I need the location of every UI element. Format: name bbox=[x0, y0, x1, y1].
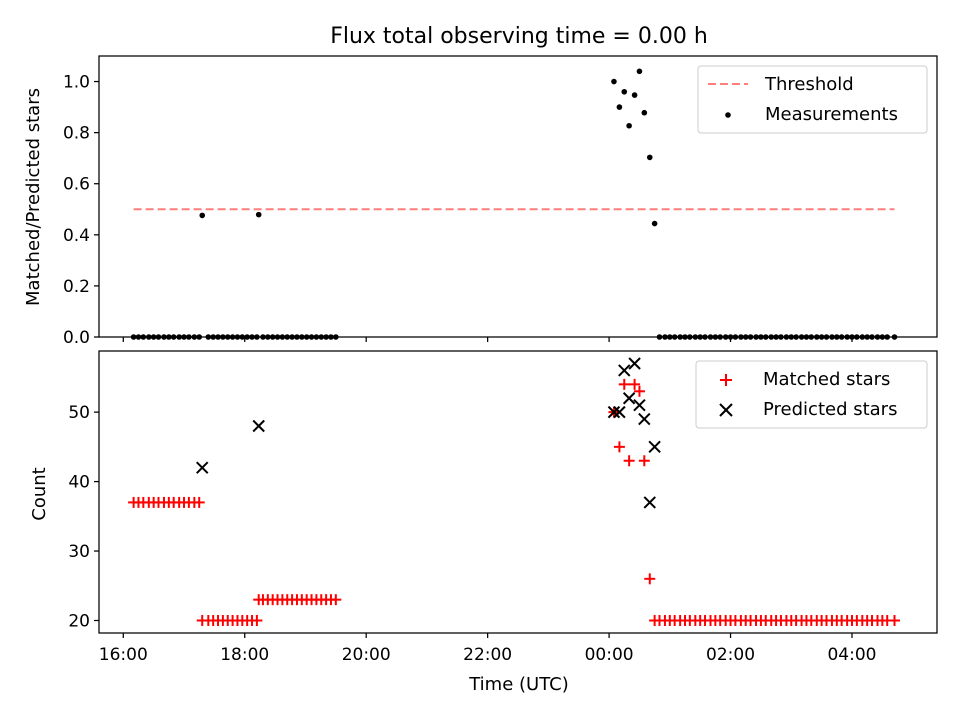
threshold-legend-label: Threshold bbox=[764, 74, 854, 95]
matched-star-point bbox=[330, 594, 342, 606]
x-tick-label: 04:00 bbox=[827, 645, 876, 665]
predicted-star-point bbox=[252, 419, 265, 433]
bottom-y-axis-label: Count bbox=[29, 467, 50, 520]
predicted-star-point bbox=[648, 440, 661, 454]
predicted-star-point bbox=[643, 496, 656, 509]
top-y-axis-label: Matched/Predicted stars bbox=[23, 88, 44, 306]
predicted-star-point bbox=[618, 364, 631, 377]
matched-legend-label: Matched stars bbox=[763, 369, 890, 390]
bottom-legend: Matched stars Predicted stars bbox=[695, 360, 928, 429]
measurement-point bbox=[199, 212, 206, 219]
bottom-y-tick-label: 40 bbox=[68, 473, 90, 493]
predicted-star-point bbox=[638, 412, 651, 426]
measurement-point bbox=[616, 104, 623, 110]
matched-star-point bbox=[623, 455, 635, 467]
matched-star-point bbox=[638, 455, 650, 467]
measurement-point bbox=[641, 109, 648, 116]
top-y-tick-label: 0.0 bbox=[63, 328, 90, 348]
x-tick-label: 00:00 bbox=[585, 645, 634, 665]
x-tick-label: 18:00 bbox=[220, 645, 269, 665]
matched-star-point bbox=[193, 496, 205, 508]
measurements-legend-label: Measurements bbox=[765, 104, 898, 125]
bottom-y-tick-label: 30 bbox=[68, 542, 90, 562]
predicted-star-point bbox=[633, 398, 646, 412]
bottom-panel: 20 30 40 50 16:00 18:00 20:00 22:00 00:00 02:00 04… bbox=[29, 350, 938, 695]
measurement-point bbox=[631, 92, 638, 98]
top-y-tick-label: 0.6 bbox=[63, 175, 90, 195]
x-tick-label: 22:00 bbox=[463, 645, 512, 665]
measurement-point bbox=[255, 211, 262, 218]
matched-star-point bbox=[251, 614, 263, 626]
matched-star-point bbox=[644, 573, 656, 585]
matched-legend-marker bbox=[720, 374, 732, 386]
top-y-tick-label: 0.8 bbox=[63, 124, 90, 144]
measurement-point bbox=[636, 68, 643, 75]
measurement-point bbox=[621, 88, 628, 95]
predicted-legend-label: Predicted stars bbox=[763, 399, 897, 420]
matched-star-point bbox=[629, 378, 641, 390]
predicted-star-point bbox=[607, 405, 621, 419]
predicted-legend-marker bbox=[719, 403, 733, 417]
chart-title: Flux total observing time = 0.00 h bbox=[330, 24, 708, 49]
matched-star-point bbox=[633, 385, 645, 397]
predicted-star-point bbox=[613, 405, 626, 419]
x-tick-label: 16:00 bbox=[99, 645, 148, 665]
measurement-point bbox=[626, 122, 632, 129]
x-tick-label: 20:00 bbox=[342, 645, 391, 665]
measurement-point bbox=[611, 78, 617, 85]
measurements-legend-marker bbox=[725, 112, 731, 118]
top-y-tick-label: 0.2 bbox=[63, 277, 90, 297]
predicted-star-point bbox=[622, 392, 636, 405]
top-y-tick-label: 1.0 bbox=[63, 73, 90, 93]
matched-star-point bbox=[613, 441, 625, 453]
x-tick-label: 02:00 bbox=[706, 645, 755, 665]
top-y-tick-label: 0.4 bbox=[63, 226, 90, 246]
predicted-star-point bbox=[196, 461, 209, 474]
measurement-point bbox=[646, 154, 653, 161]
top-panel: 0.0 0.2 0.4 0.6 0.8 1.0 Matched/Predicted sta… bbox=[23, 55, 938, 348]
bottom-y-tick-label: 20 bbox=[68, 611, 90, 631]
measurement-point bbox=[651, 220, 658, 227]
x-axis-label: Time (UTC) bbox=[468, 674, 569, 695]
bottom-plot-frame bbox=[98, 350, 938, 634]
top-plot-frame bbox=[98, 55, 938, 338]
matched-star-point bbox=[618, 378, 630, 390]
bottom-y-tick-label: 50 bbox=[68, 403, 90, 423]
matched-star-point bbox=[888, 614, 900, 626]
top-legend: Threshold Measurements bbox=[697, 65, 928, 134]
predicted-star-point bbox=[628, 357, 641, 370]
